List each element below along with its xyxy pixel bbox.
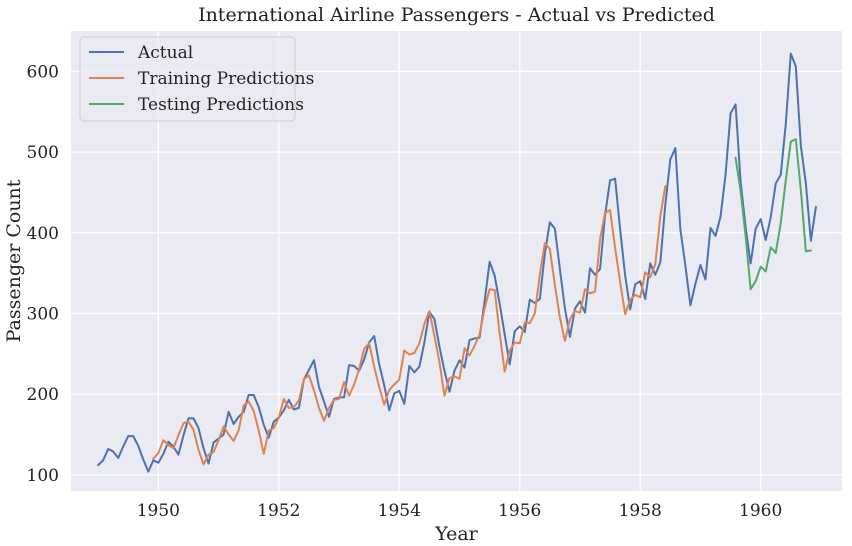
chart-title: International Airline Passengers - Actua… bbox=[198, 4, 715, 26]
y-tick-label: 600 bbox=[27, 62, 59, 82]
series-layer bbox=[97, 52, 817, 473]
x-tick-label: 1950 bbox=[137, 501, 180, 521]
legend-label-actual: Actual bbox=[137, 43, 193, 63]
series-line-actual bbox=[97, 52, 817, 473]
tick-labels: 1950 1952 1954 1956 1958 1960 100 200 300 400 500 6… bbox=[27, 62, 783, 521]
y-tick-label: 500 bbox=[27, 143, 59, 163]
x-tick-label: 1952 bbox=[257, 501, 300, 521]
series-line-training-predictions bbox=[152, 184, 667, 466]
x-tick-label: 1954 bbox=[378, 501, 421, 521]
y-axis-label: Passenger Count bbox=[3, 179, 25, 342]
legend-label-testing-predictions: Testing Predictions bbox=[138, 95, 304, 115]
legend-box bbox=[79, 36, 296, 122]
y-tick-label: 200 bbox=[27, 385, 59, 405]
x-tick-label: 1958 bbox=[619, 501, 662, 521]
x-tick-label: 1956 bbox=[498, 501, 541, 521]
series-line-testing-predictions bbox=[734, 138, 812, 291]
x-axis-label: Year bbox=[434, 523, 478, 545]
y-tick-label: 300 bbox=[27, 304, 59, 324]
legend: Actual Training Predictions Testing Predic… bbox=[79, 36, 314, 122]
y-tick-label: 400 bbox=[27, 224, 59, 244]
y-tick-label: 100 bbox=[27, 466, 59, 486]
legend-label-training-predictions: Training Predictions bbox=[138, 69, 314, 89]
x-tick-label: 1960 bbox=[739, 501, 782, 521]
